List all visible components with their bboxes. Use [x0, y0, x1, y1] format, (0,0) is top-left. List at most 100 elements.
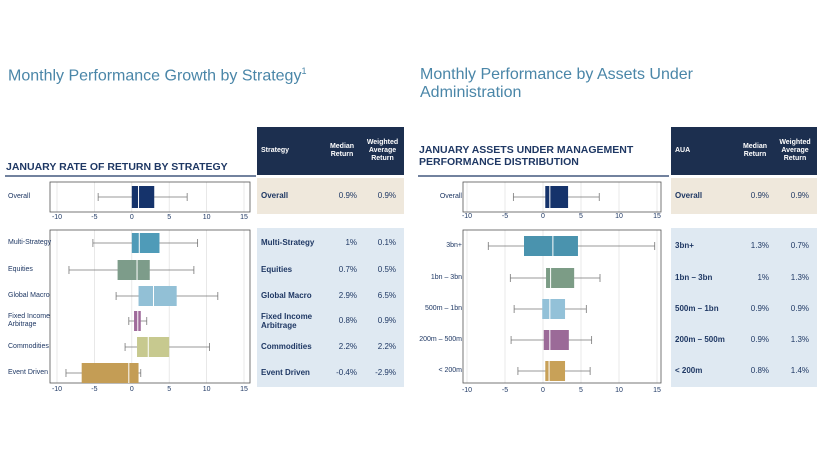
x-tick-label: 15 — [653, 387, 661, 394]
box — [545, 361, 566, 381]
x-tick-label: 0 — [129, 214, 134, 221]
table-row-label: Fixed Income Arbitrage — [261, 311, 313, 330]
table-row-label: 1bn – 3bn — [675, 273, 713, 283]
table-overall-bg — [671, 178, 817, 214]
table-value: 0.9% — [377, 316, 396, 326]
category-label: Equities — [8, 265, 33, 273]
x-tick-label: -10 — [51, 214, 63, 221]
table-header: Median Return — [742, 142, 768, 158]
table-value: 1.3% — [790, 335, 809, 345]
box — [138, 286, 177, 306]
x-tick-label: 10 — [615, 387, 623, 394]
title: Monthly Performance Growth by Strategy1 — [8, 66, 307, 85]
table-value: 0.9% — [790, 304, 809, 314]
table-value: 6.5% — [377, 291, 396, 301]
x-tick-label: 5 — [579, 387, 583, 394]
table-row-label: Overall — [261, 191, 289, 201]
box — [524, 236, 578, 256]
x-tick-label: -5 — [501, 213, 509, 220]
x-tick-label: -5 — [501, 387, 509, 394]
subtitle: JANUARY RATE OF RETURN BY STRATEGY — [6, 161, 228, 173]
footnote-mark: 1 — [301, 66, 307, 76]
x-tick-label: 5 — [167, 214, 172, 221]
plot-frame — [462, 229, 662, 384]
category-label: Global Macro — [8, 291, 50, 299]
x-tick-label: -5 — [91, 214, 98, 221]
table-value: 0.9% — [750, 335, 769, 345]
category-label: Commodities — [8, 342, 49, 350]
category-label: 200m – 500m — [419, 335, 462, 343]
table-value: 0.9% — [338, 191, 357, 201]
category-label: Fixed Income Arbitrage — [8, 312, 51, 328]
x-tick-label: 15 — [240, 386, 248, 393]
table-row-label: Equities — [261, 265, 293, 275]
x-tick-label: 5 — [579, 213, 583, 220]
table-row-label: Overall — [675, 191, 703, 201]
table-row-label: < 200m — [675, 366, 703, 376]
box — [137, 337, 170, 357]
table-header: Median Return — [329, 142, 355, 158]
x-tick-label: -10 — [461, 213, 473, 220]
x-tick-label: -10 — [461, 387, 473, 394]
x-tick-label: -5 — [91, 386, 98, 393]
category-label: Overall — [439, 192, 462, 200]
plot-frame — [49, 229, 251, 384]
table-overall-bg — [257, 178, 404, 214]
box — [131, 233, 160, 253]
table-value: 0.9% — [377, 191, 396, 201]
table-value: 0.5% — [377, 265, 396, 275]
table-value: 0.9% — [750, 191, 769, 201]
x-tick-label: 10 — [202, 386, 211, 393]
box — [117, 260, 150, 280]
x-tick-label: 0 — [541, 213, 545, 220]
box — [546, 268, 575, 288]
x-tick-label: 0 — [541, 387, 545, 394]
table-value: 1.4% — [790, 366, 809, 376]
table-value: 2.2% — [338, 342, 357, 352]
table-value: 2.9% — [338, 291, 357, 301]
table-value: 2.2% — [377, 342, 396, 352]
table-row-label: 3bn+ — [675, 241, 694, 251]
table-header-bg — [671, 127, 817, 175]
table-row-label: 500m – 1bn — [675, 304, 719, 314]
x-tick-label: -10 — [51, 386, 63, 393]
x-tick-label: 15 — [240, 214, 248, 221]
table-value: 1% — [757, 273, 769, 283]
category-label: < 200m — [438, 366, 462, 374]
table-header: AUA — [675, 146, 691, 154]
table-row-label: Multi-Strategy — [261, 238, 315, 248]
category-label: 1bn – 3bn — [430, 273, 462, 281]
table-value: -0.4% — [336, 368, 357, 378]
category-label: 500m – 1bn — [425, 304, 462, 312]
box — [81, 363, 139, 383]
table-value: 0.9% — [790, 191, 809, 201]
table-value: 0.1% — [377, 238, 396, 248]
x-tick-label: 5 — [167, 386, 172, 393]
table-row-label: Global Macro — [261, 291, 312, 301]
x-tick-label: 0 — [129, 386, 134, 393]
plot-frame — [462, 181, 662, 213]
table-header: Strategy — [261, 146, 290, 154]
x-tick-label: 15 — [653, 213, 661, 220]
table-value: -2.9% — [375, 368, 396, 378]
category-label: Overall — [8, 192, 31, 200]
plot-frame — [49, 181, 251, 213]
box — [131, 186, 155, 208]
box — [545, 186, 569, 208]
table-value: 0.8% — [338, 316, 357, 326]
table-value: 0.7% — [338, 265, 357, 275]
x-tick-label: 10 — [202, 214, 211, 221]
table-row-label: 200m – 500m — [675, 335, 725, 345]
table-value: 1.3% — [750, 241, 769, 251]
subtitle: JANUARY ASSETS UNDER MANAGEMENT PERFORMA… — [419, 144, 634, 169]
table-row-label: Commodities — [261, 342, 312, 352]
table-value: 0.7% — [790, 241, 809, 251]
box — [542, 299, 566, 319]
table-value: 0.9% — [750, 304, 769, 314]
category-label: 3bn+ — [446, 241, 462, 249]
box — [543, 330, 569, 350]
category-label: Event Driven — [8, 368, 49, 376]
table-body-bg — [257, 228, 404, 387]
